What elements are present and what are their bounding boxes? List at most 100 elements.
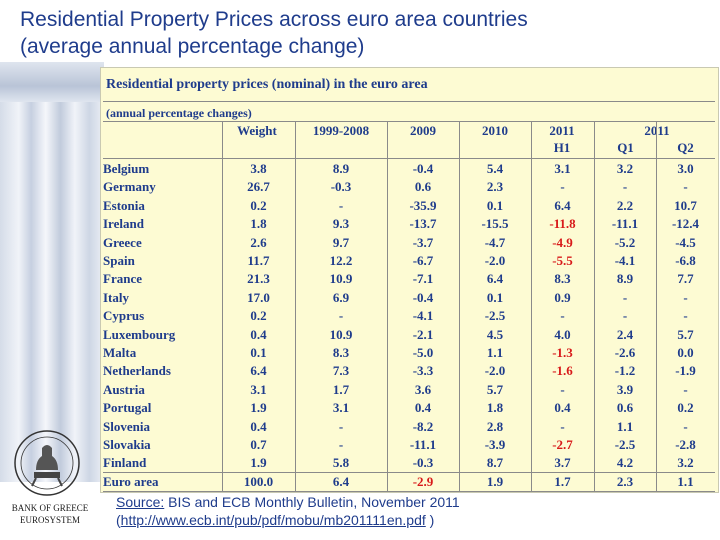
cell-p1999: 8.9 <box>332 161 350 176</box>
column-divider <box>222 122 223 492</box>
column-divider <box>656 122 657 492</box>
cell-weight: 1.9 <box>250 455 267 471</box>
logo-text-eurosystem: EUROSYSTEM <box>19 515 80 525</box>
title-divider <box>103 101 715 102</box>
country-name: Ireland <box>103 216 144 232</box>
column-divider <box>387 122 388 492</box>
cell-weight: 0.2 <box>250 197 267 213</box>
cell-q1: 2.3 <box>616 473 634 489</box>
cell-p1999: 10.9 <box>329 271 353 287</box>
cell-q2: 3.2 <box>677 455 694 471</box>
cell-q2: 3.0 <box>677 161 694 176</box>
cell-y2010: 0.1 <box>486 197 504 213</box>
cell-weight: 3.1 <box>250 381 267 397</box>
table-row: Austria 3.1 1.7 3.6 5.7 - 3.9 - <box>103 381 715 399</box>
cell-h1: 0.4 <box>554 400 571 416</box>
cell-q2: - <box>683 289 688 305</box>
header-2009: 2009 <box>410 123 436 138</box>
header-2011-h1-top: 2011 <box>549 123 575 138</box>
country-name: Spain <box>103 253 135 268</box>
cell-q1: 4.2 <box>616 455 634 471</box>
cell-q2: - <box>683 418 688 434</box>
country-name: Germany <box>103 179 156 195</box>
header-top-rule <box>103 121 715 122</box>
cell-q1: -4.1 <box>614 253 636 268</box>
cell-q2: -2.8 <box>675 437 696 452</box>
cell-y2009: -2.1 <box>412 326 434 342</box>
cell-y2009: -2.9 <box>412 473 434 489</box>
cell-q2: -4.5 <box>675 234 696 250</box>
cell-h1: - <box>560 308 565 324</box>
cell-weight: 0.2 <box>250 308 267 324</box>
cell-weight: 17.0 <box>247 289 270 305</box>
cell-y2009: -35.9 <box>409 197 437 213</box>
table-row: Estonia 0.2 - -35.9 0.1 6.4 2.2 10.7 <box>103 197 715 215</box>
cell-q1: - <box>622 289 628 305</box>
table-row: Spain 11.7 12.2 -6.7 -2.0 -5.5 -4.1 -6.8 <box>103 252 715 270</box>
table-row: Greece 2.6 9.7 -3.7 -4.7 -4.9 -5.2 -4.5 <box>103 234 715 252</box>
header-q2: Q2 <box>677 140 694 155</box>
country-name: Austria <box>103 381 145 397</box>
table-panel <box>100 67 719 493</box>
cell-q2: 0.0 <box>677 345 694 360</box>
cell-weight: 1.9 <box>250 400 267 416</box>
cell-y2009: -7.1 <box>412 271 434 287</box>
cell-y2010: 1.1 <box>486 345 504 360</box>
cell-h1: 4.0 <box>554 326 571 342</box>
cell-y2009: -4.1 <box>412 308 434 324</box>
column-divider <box>459 122 460 492</box>
country-name: Finland <box>103 455 147 471</box>
cell-y2009: -11.1 <box>409 437 437 452</box>
pillar-capital <box>0 62 104 102</box>
source-link-open: ( <box>116 512 121 528</box>
cell-q1: 2.4 <box>616 326 634 342</box>
table-row: Euro area 100.0 6.4 -2.9 1.9 1.7 2.3 1.1 <box>103 473 715 491</box>
cell-y2009: -3.7 <box>412 234 434 250</box>
country-name: Estonia <box>103 197 145 213</box>
cell-h1: 1.7 <box>554 473 571 489</box>
slide-title-line-1: Residential Property Prices across euro … <box>20 8 528 31</box>
cell-q1: - <box>622 308 628 324</box>
country-name: Belgium <box>103 161 150 176</box>
cell-y2010: -2.0 <box>484 253 506 268</box>
cell-q2: 7.7 <box>677 271 694 287</box>
table-row: Luxembourg 0.4 10.9 -2.1 4.5 4.0 2.4 5.7 <box>103 326 715 344</box>
source-note: Source: BIS and ECB Monthly Bulletin, No… <box>116 493 460 529</box>
cell-p1999: - <box>338 418 344 434</box>
cell-h1: 3.7 <box>554 455 571 471</box>
cell-y2009: 0.6 <box>414 179 432 195</box>
source-link[interactable]: http://www.ecb.int/pub/pdf/mobu/mb201111… <box>120 512 426 528</box>
cell-weight: 0.4 <box>250 326 267 342</box>
cell-y2010: 0.1 <box>486 289 504 305</box>
header-1999-2008: 1999-2008 <box>312 123 370 138</box>
country-name: Cyprus <box>103 308 145 324</box>
table-row: Slovakia 0.7 - -11.1 -3.9 -2.7 -2.5 -2.8 <box>103 436 715 454</box>
cell-q2: - <box>683 179 688 195</box>
pillar-background <box>0 62 104 482</box>
cell-q2: 5.7 <box>677 326 694 342</box>
cell-p1999: 9.7 <box>332 234 350 250</box>
country-name: Netherlands <box>103 363 171 379</box>
cell-y2010: 5.4 <box>486 161 504 176</box>
cell-q1: -1.2 <box>614 363 636 379</box>
cell-y2009: -0.4 <box>412 289 434 305</box>
cell-weight: 0.7 <box>250 437 267 452</box>
cell-h1: -5.5 <box>552 253 573 268</box>
cell-q1: - <box>622 179 628 195</box>
cell-y2010: 2.3 <box>486 179 504 195</box>
cell-weight: 1.8 <box>250 216 267 232</box>
source-text: BIS and ECB Monthly Bulletin, November 2… <box>164 494 460 510</box>
table-row: Italy 17.0 6.9 -0.4 0.1 0.9 - - <box>103 289 715 307</box>
cell-p1999: -0.3 <box>330 179 352 195</box>
cell-y2010: 4.5 <box>486 326 504 342</box>
cell-y2009: -0.3 <box>412 455 434 471</box>
country-name: Greece <box>103 234 142 250</box>
country-name: Malta <box>103 345 137 360</box>
cell-p1999: 12.2 <box>329 253 353 268</box>
cell-y2010: 8.7 <box>486 455 504 471</box>
country-name: Portugal <box>103 400 152 416</box>
table-bottom-rule <box>103 491 715 492</box>
slide-title: Residential Property Prices across euro … <box>20 6 710 60</box>
header-2011-quarters: 2011 <box>644 123 670 138</box>
country-name: Slovenia <box>103 418 150 434</box>
